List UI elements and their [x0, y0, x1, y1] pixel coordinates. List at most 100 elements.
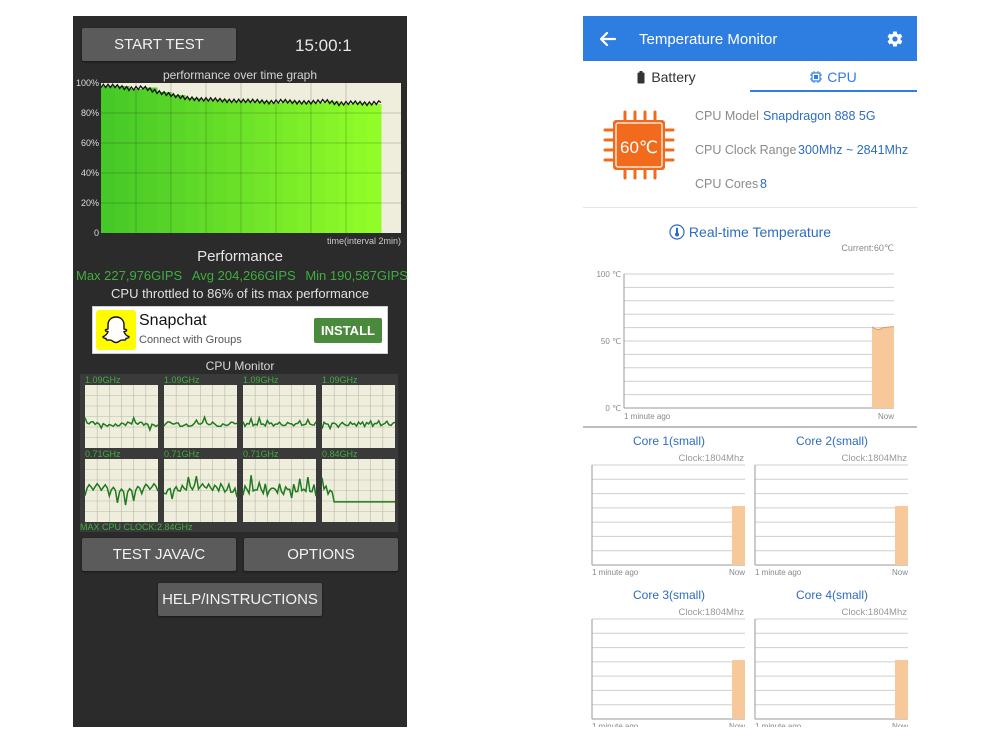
performance-bar [213, 99, 228, 233]
realtime-temp-label: Real-time Temperature [688, 224, 832, 240]
performance-bar [367, 104, 382, 233]
clock-range-value: 300Mhz ~ 2841Mhz [798, 143, 909, 157]
back-arrow-icon[interactable] [598, 29, 618, 49]
performance-title: Performance [197, 248, 283, 265]
x-end-label: Now [892, 722, 908, 727]
x-axis-label: time(interval 2min) [327, 236, 401, 246]
performance-bar [297, 102, 312, 233]
realtime-temperature-chart: 100 ℃ 50 ℃ 0 ℃1 minute ago Now [596, 270, 894, 421]
x-end-label: Now [892, 568, 908, 577]
cpu-chip-icon: 60℃ [603, 110, 675, 180]
core-2-clock: Clock:1804Mhz [841, 453, 907, 464]
core-chart: 1 minute ago Now [754, 618, 908, 727]
clock-range-key: CPU Clock Range [695, 143, 797, 157]
y-tick-label: 0 [94, 228, 99, 238]
core-clock-label: 0.71GHz [85, 449, 121, 459]
core-chart: 1 minute ago Now [591, 464, 745, 577]
tab-battery[interactable]: Battery [583, 61, 750, 93]
battery-icon [637, 70, 645, 83]
cpu-model-value: Snapdragon 888 5G [763, 109, 876, 123]
throttle-status: CPU throttled to 86% of its max performa… [111, 286, 369, 301]
performance-bar [101, 86, 116, 233]
core-clock-label: 1.09GHz [164, 375, 200, 385]
core-clock-line [321, 419, 396, 431]
tab-battery-label: Battery [651, 69, 696, 85]
temperature-monitor-panel: Temperature Monitor Battery CPU 60℃ CPU … [583, 16, 917, 727]
cpu-tab-icon [810, 71, 823, 83]
core-clock-label: 1.09GHz [85, 375, 121, 385]
performance-bar [171, 95, 186, 233]
throttling-app-panel: START TEST 15:00:1 performance over time… [73, 16, 408, 727]
max-performance: Max 227,976GIPS [76, 268, 183, 283]
y-tick-label: 20% [81, 198, 99, 208]
x-start-label: 1 minute ago [592, 568, 639, 577]
performance-bar [157, 92, 172, 233]
core-chart: 1 minute ago Now [591, 618, 745, 727]
ad-title: Snapchat [139, 312, 207, 329]
core-graph [242, 385, 317, 448]
divider [583, 207, 917, 208]
core-clock-line [321, 477, 395, 503]
core-clock-line [242, 475, 317, 499]
cpu-monitor: 1.09GHz 1.09GHz 1.09GHz 1.09GHz 0.71GHz … [80, 374, 398, 532]
max-cpu-clock: MAX CPU CLOCK:2.84GHz [80, 522, 193, 532]
performance-bar [115, 86, 130, 233]
cpu-cores-value: 8 [760, 177, 767, 191]
core-clock-line [242, 415, 317, 428]
clock-bar [895, 506, 908, 565]
options-button[interactable]: OPTIONS [244, 538, 398, 571]
y-tick-label: 40% [81, 168, 99, 178]
core-clock-label: 1.09GHz [243, 375, 279, 385]
snapchat-ghost-icon [96, 310, 136, 350]
core-3-name: Core 3(small) [632, 588, 705, 602]
y-axis-ticks: 100% 80% 60% 40% 20% 0 [76, 78, 99, 238]
snapchat-ad-banner[interactable]: Snapchat Connect with Groups INSTALL [92, 306, 388, 354]
x-start-label: 1 minute ago [755, 568, 802, 577]
core-graph [84, 385, 159, 448]
performance-bar [269, 102, 284, 233]
core-1-name: Core 1(small) [632, 434, 705, 448]
current-temperature: Current:60℃ [841, 243, 894, 253]
performance-line [100, 83, 382, 107]
start-test-button[interactable]: START TEST [82, 28, 236, 61]
x-end-label: Now [878, 412, 894, 421]
core-clock-label: 0.71GHz [164, 449, 200, 459]
performance-bar [311, 102, 326, 233]
tab-cpu-label: CPU [827, 69, 857, 85]
active-tab-indicator [750, 90, 917, 92]
install-button[interactable]: INSTALL [314, 318, 382, 343]
settings-gear-icon[interactable] [886, 30, 904, 48]
performance-bar [185, 98, 200, 233]
x-end-label: Now [729, 722, 745, 727]
x-start-label: 1 minute ago [592, 722, 639, 727]
x-start-label: 1 minute ago [624, 412, 671, 421]
x-start-label: 1 minute ago [755, 722, 802, 727]
tab-cpu[interactable]: CPU [750, 61, 917, 93]
performance-bar [283, 101, 298, 233]
core-clock-line [163, 476, 238, 500]
performance-bar [255, 101, 270, 233]
x-end-label: Now [729, 568, 745, 577]
y-tick-label: 100% [76, 78, 99, 88]
graph-grid [101, 83, 401, 233]
thermometer-icon [669, 224, 685, 240]
performance-stats: Max 227,976GIPS Avg 204,266GIPS Min 190,… [73, 268, 408, 283]
cpu-core-graphs [84, 385, 396, 522]
core-graph [163, 385, 238, 448]
test-java-button[interactable]: TEST JAVA/C [82, 538, 236, 571]
help-instructions-button[interactable]: HELP/INSTRUCTIONS [158, 583, 322, 616]
cpu-monitor-title: CPU Monitor [205, 359, 275, 373]
avg-performance: Avg 204,266GIPS [191, 268, 296, 283]
app-bar: Temperature Monitor [583, 16, 917, 61]
core-clock-label: 1.09GHz [322, 375, 358, 385]
y-tick-label: 60% [81, 138, 99, 148]
graph-title: performance over time graph [162, 68, 318, 82]
y-tick-label: 100 ℃ [596, 270, 621, 279]
tab-bar: Battery CPU [583, 61, 917, 93]
test-timer: 15:00:1 [295, 36, 352, 55]
cpu-cores-key: CPU Cores [695, 177, 759, 191]
core-clock-line [84, 415, 159, 433]
temperature-area [872, 326, 894, 408]
performance-bar [353, 102, 368, 233]
performance-bar [227, 101, 242, 233]
